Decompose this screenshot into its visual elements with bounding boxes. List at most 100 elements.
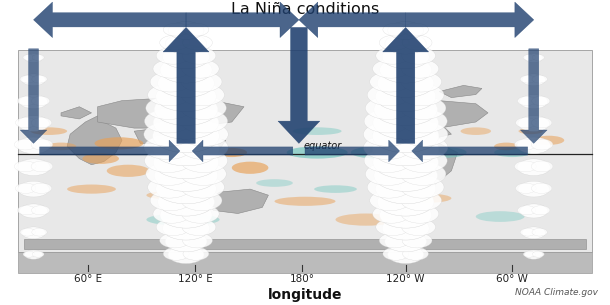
Circle shape: [401, 47, 436, 64]
Circle shape: [18, 96, 35, 106]
Circle shape: [532, 228, 547, 236]
Circle shape: [181, 72, 222, 92]
Circle shape: [385, 33, 426, 54]
Circle shape: [15, 139, 36, 150]
Circle shape: [23, 55, 35, 60]
Circle shape: [165, 231, 207, 252]
Circle shape: [20, 75, 35, 83]
Ellipse shape: [461, 127, 491, 135]
Circle shape: [383, 23, 409, 36]
Circle shape: [22, 227, 45, 239]
Polygon shape: [24, 239, 586, 249]
Circle shape: [145, 149, 192, 173]
Circle shape: [401, 176, 444, 198]
Ellipse shape: [217, 148, 247, 157]
Circle shape: [522, 227, 545, 239]
Circle shape: [376, 219, 410, 235]
Circle shape: [32, 55, 44, 60]
Circle shape: [522, 74, 545, 86]
Circle shape: [531, 118, 552, 128]
Circle shape: [182, 35, 212, 50]
Circle shape: [373, 119, 439, 152]
Circle shape: [162, 217, 210, 240]
Text: 120° E: 120° E: [178, 274, 212, 285]
Circle shape: [145, 109, 192, 133]
Circle shape: [401, 204, 439, 223]
Polygon shape: [189, 137, 226, 149]
Circle shape: [181, 97, 226, 120]
Circle shape: [367, 84, 411, 106]
Circle shape: [146, 163, 192, 185]
Text: 120° W: 120° W: [386, 274, 425, 285]
Text: longitude: longitude: [268, 288, 342, 302]
Circle shape: [32, 228, 47, 236]
Circle shape: [400, 149, 447, 173]
Circle shape: [400, 135, 448, 160]
Ellipse shape: [476, 211, 525, 222]
Circle shape: [525, 53, 543, 63]
Circle shape: [401, 72, 442, 92]
Circle shape: [403, 247, 428, 260]
Circle shape: [182, 233, 212, 248]
Circle shape: [400, 122, 448, 146]
Circle shape: [385, 231, 426, 252]
Circle shape: [364, 149, 411, 173]
Circle shape: [403, 23, 428, 36]
Circle shape: [382, 45, 429, 69]
Polygon shape: [207, 189, 268, 213]
Circle shape: [388, 246, 423, 264]
Circle shape: [373, 133, 439, 166]
Ellipse shape: [30, 127, 67, 135]
Text: 60° W: 60° W: [497, 274, 528, 285]
Circle shape: [17, 137, 50, 154]
Text: NOAA Climate.gov: NOAA Climate.gov: [515, 288, 598, 297]
Circle shape: [375, 81, 436, 112]
Circle shape: [156, 47, 190, 64]
Circle shape: [181, 135, 228, 160]
Circle shape: [518, 116, 550, 131]
Circle shape: [183, 23, 209, 36]
Circle shape: [18, 206, 35, 215]
Ellipse shape: [274, 197, 336, 206]
Circle shape: [150, 190, 191, 211]
Polygon shape: [98, 98, 244, 128]
Circle shape: [370, 72, 411, 92]
Circle shape: [181, 190, 222, 211]
Circle shape: [15, 183, 36, 193]
Circle shape: [153, 59, 190, 78]
Circle shape: [378, 69, 434, 97]
Circle shape: [181, 109, 228, 133]
Polygon shape: [195, 149, 226, 159]
Ellipse shape: [46, 143, 76, 150]
Circle shape: [400, 97, 446, 120]
Circle shape: [24, 250, 43, 259]
Ellipse shape: [146, 214, 220, 226]
Circle shape: [515, 118, 536, 128]
Circle shape: [148, 176, 191, 198]
Circle shape: [533, 251, 544, 257]
Circle shape: [531, 139, 553, 150]
Circle shape: [533, 55, 544, 60]
Text: La Niña conditions: La Niña conditions: [231, 2, 379, 16]
Circle shape: [160, 233, 190, 248]
Circle shape: [32, 96, 49, 106]
Circle shape: [376, 47, 410, 64]
Circle shape: [32, 251, 44, 257]
Circle shape: [520, 95, 548, 109]
Ellipse shape: [314, 185, 357, 193]
Circle shape: [146, 97, 192, 120]
Circle shape: [154, 94, 218, 125]
Circle shape: [531, 183, 552, 193]
Circle shape: [148, 84, 191, 106]
Circle shape: [165, 33, 207, 54]
Circle shape: [532, 96, 550, 106]
Circle shape: [373, 146, 439, 179]
Circle shape: [181, 122, 228, 146]
Circle shape: [153, 133, 219, 166]
Circle shape: [163, 23, 189, 36]
Circle shape: [532, 206, 550, 215]
Polygon shape: [67, 116, 122, 165]
Circle shape: [379, 35, 409, 50]
Circle shape: [364, 109, 411, 133]
Polygon shape: [433, 128, 451, 137]
